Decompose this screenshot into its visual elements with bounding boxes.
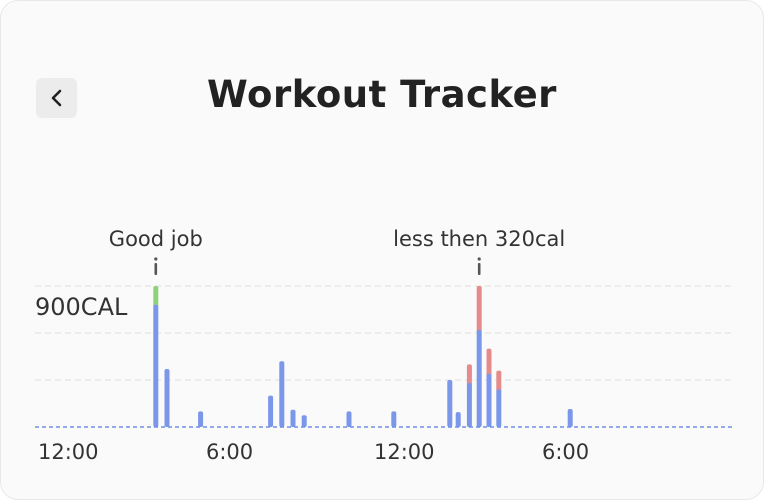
bar-segment-top bbox=[153, 286, 159, 308]
bar bbox=[447, 380, 453, 427]
x-tick-label: 6:00 bbox=[206, 440, 254, 464]
x-tick-label: 12:00 bbox=[38, 440, 99, 464]
chart-annotation: Good job bbox=[108, 227, 203, 251]
bar bbox=[198, 411, 204, 427]
annotation-marker-dot bbox=[477, 257, 481, 261]
x-tick-label: 12:00 bbox=[374, 440, 435, 464]
back-button[interactable] bbox=[36, 78, 77, 118]
bar bbox=[290, 409, 296, 427]
bar bbox=[486, 373, 492, 427]
bar-segment-top bbox=[466, 364, 472, 387]
bar bbox=[279, 361, 285, 427]
bar bbox=[496, 389, 502, 427]
annotation-marker bbox=[477, 263, 481, 275]
bar-segment-top bbox=[476, 286, 482, 333]
y-axis-label: 900CAL bbox=[35, 293, 128, 321]
x-tick-label: 6:00 bbox=[542, 440, 590, 464]
bar bbox=[153, 304, 159, 427]
bar bbox=[164, 369, 170, 427]
bar-segment-top bbox=[486, 348, 492, 377]
annotation-marker bbox=[154, 263, 158, 275]
annotation-marker-dot bbox=[154, 257, 158, 261]
bar bbox=[268, 395, 274, 427]
bar-segment-top bbox=[496, 370, 502, 393]
bar bbox=[346, 411, 352, 427]
page-title: Workout Tracker bbox=[207, 73, 557, 116]
chart-annotation: less then 320cal bbox=[393, 227, 566, 251]
bar bbox=[391, 411, 397, 427]
bar bbox=[567, 408, 573, 427]
bar bbox=[466, 383, 472, 427]
chevron-left-icon bbox=[51, 89, 61, 107]
bar bbox=[301, 415, 307, 427]
bar bbox=[455, 412, 461, 427]
bar bbox=[476, 329, 482, 427]
